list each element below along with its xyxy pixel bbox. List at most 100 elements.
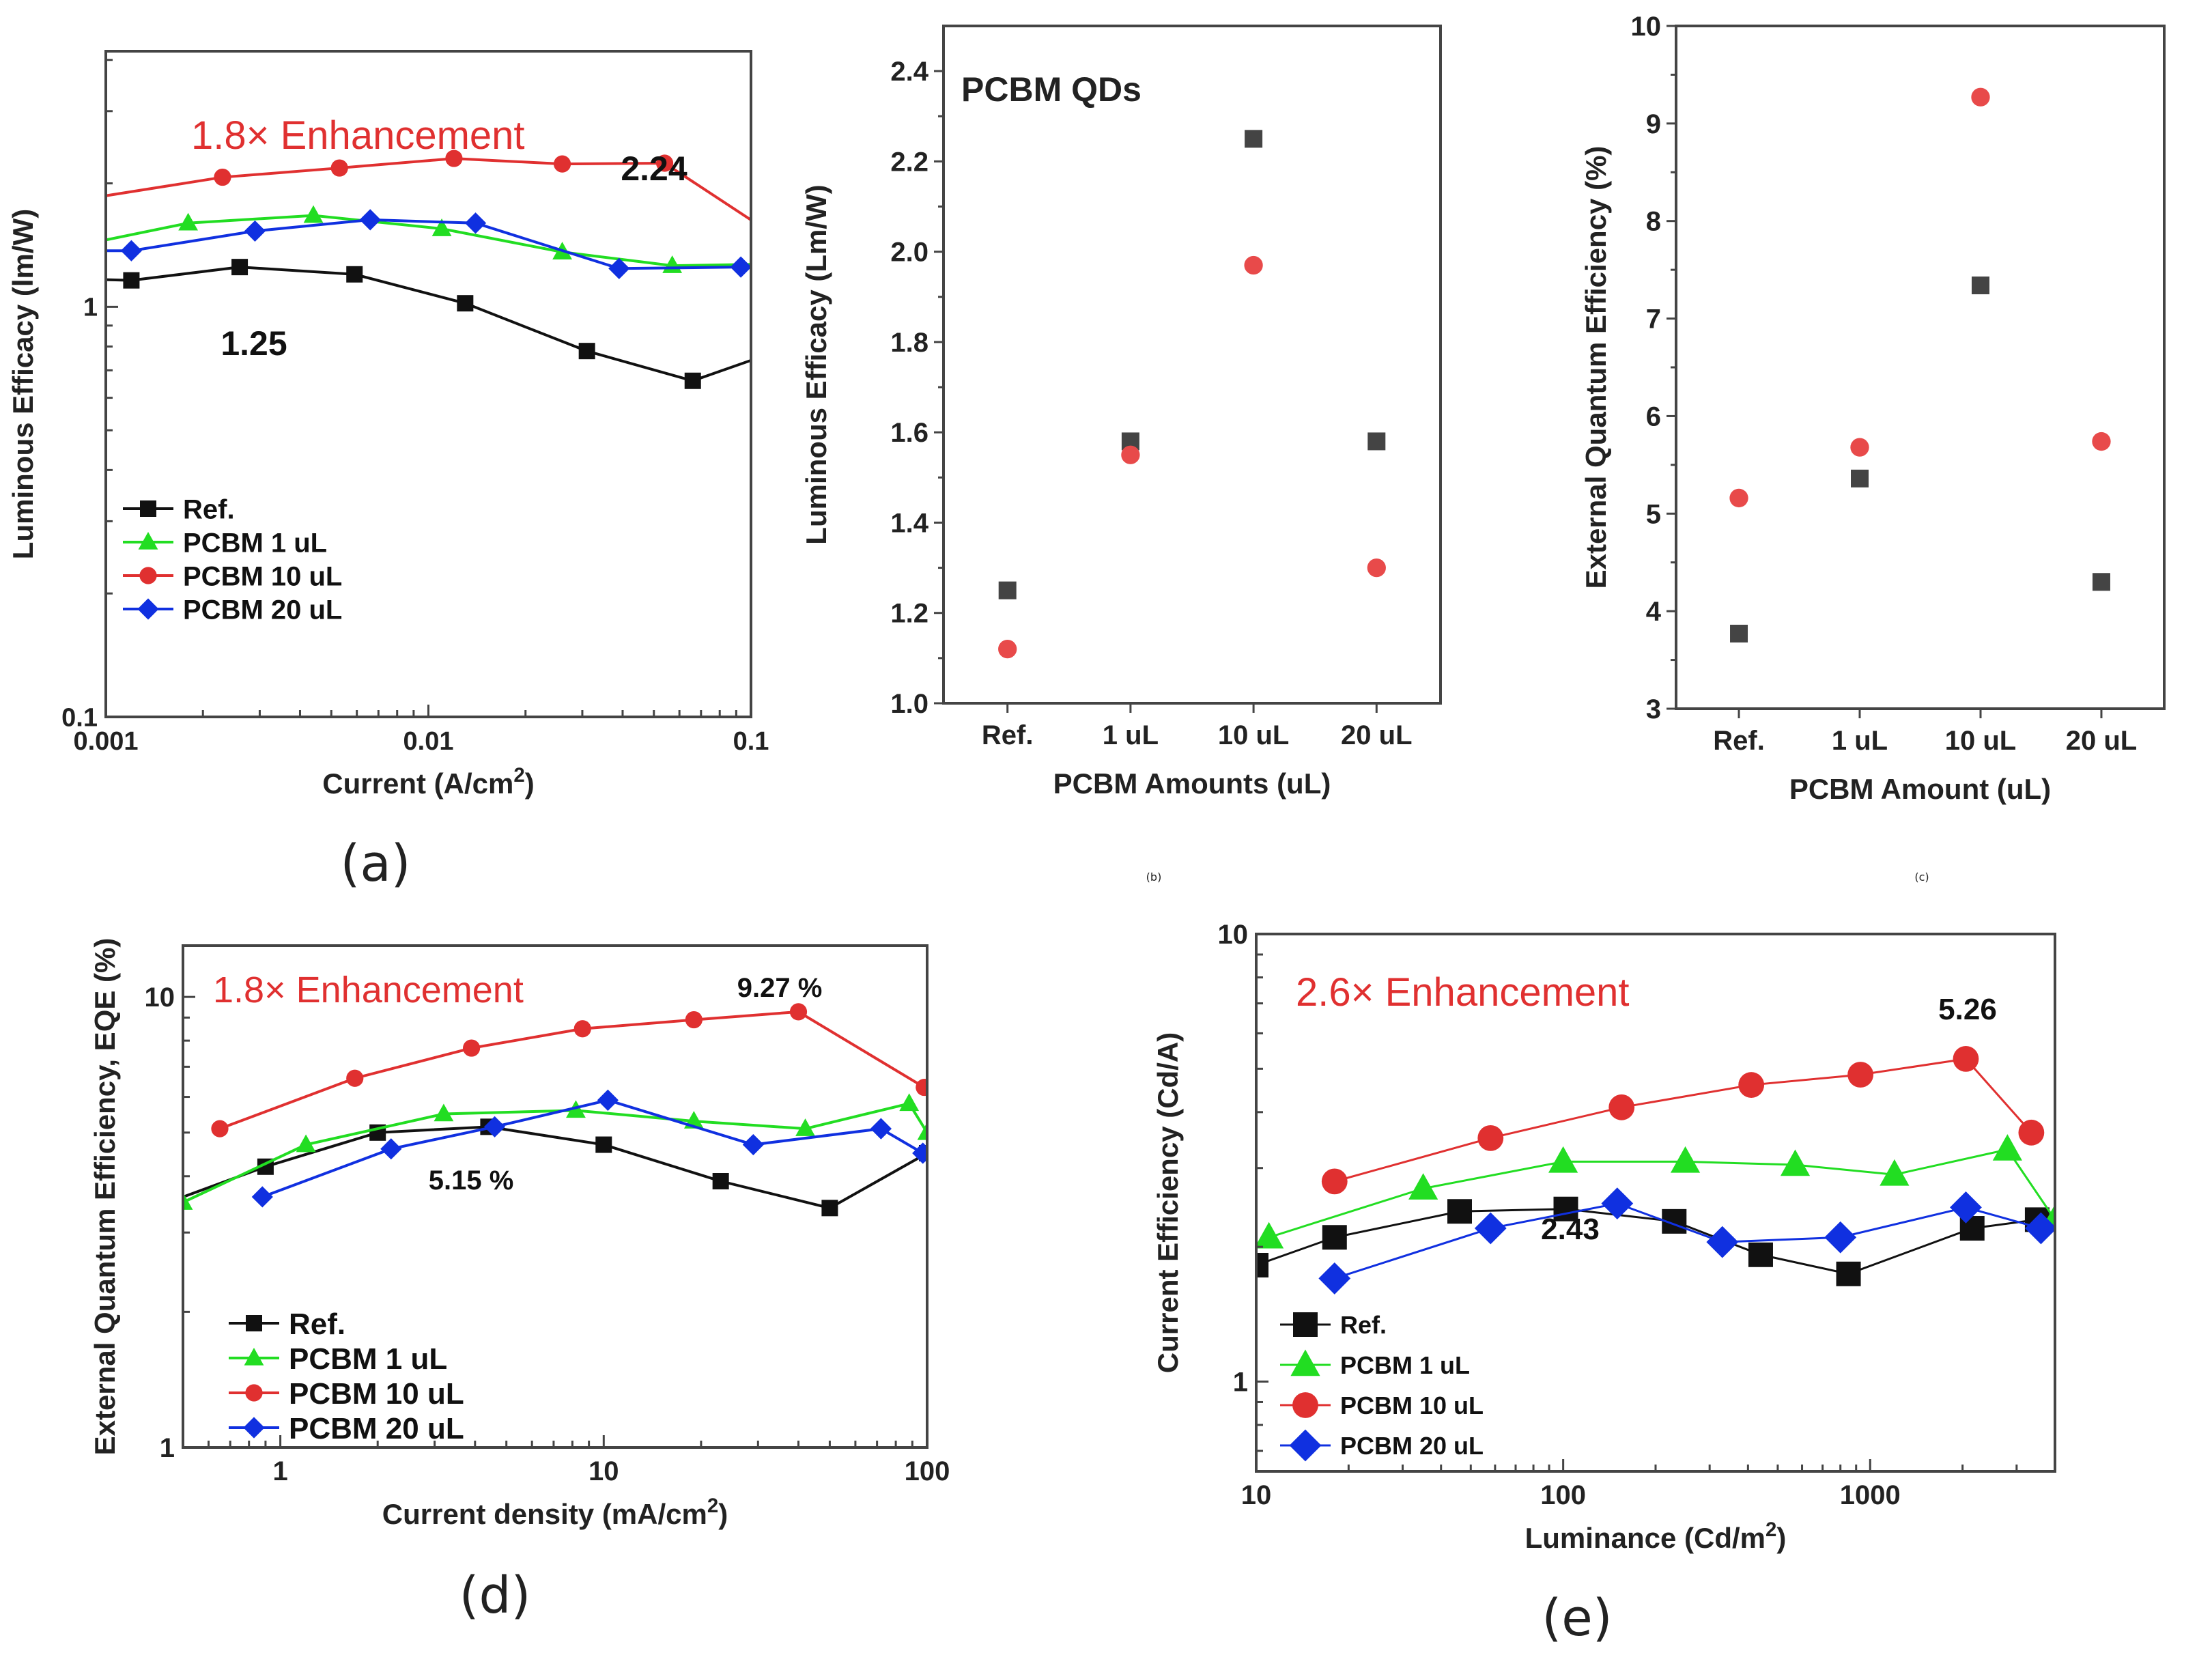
data-point [346,1069,364,1087]
data-point [1367,558,1386,578]
legend-label: Ref. [1340,1311,1387,1339]
panel-label: (e) [1542,1589,1612,1648]
y-tick-label: 1 [83,294,98,322]
data-point [795,1118,815,1136]
data-point [2092,573,2110,591]
x-axis-label: Luminance (Cd/m2) [1525,1518,1787,1554]
data-point [330,159,348,177]
data-point [1953,1045,1979,1072]
x-tick-label: 100 [905,1456,950,1486]
data-point [2018,1119,2045,1146]
legend-label: PCBM 20 uL [183,595,342,625]
data-point [917,1122,927,1140]
data-point [2025,1212,2055,1245]
y-tick-label: 2.0 [890,238,928,268]
data-point [1780,1149,1811,1176]
y-tick-label: 10 [1218,920,1249,950]
data-point [2092,432,2111,451]
data-point [1608,1094,1635,1120]
data-point [303,205,324,223]
legend-marker [137,598,159,620]
data-point [1244,255,1263,275]
legend-label: PCBM 1 uL [1340,1351,1470,1379]
ref-value-annotation: 1.25 [221,324,287,363]
data-point [483,1116,506,1137]
x-axis-label: Current density (mA/cm2) [382,1495,728,1530]
x-tick-label: 1 uL [1832,726,1888,756]
data-point [380,1138,402,1160]
data-point [457,295,474,312]
x-tick-label: 1 [272,1456,287,1486]
x-tick-label: 20 uL [1341,720,1412,750]
ref-value-annotation: 2.43 [1541,1213,1600,1246]
data-point [462,1039,481,1057]
legend-label: PCBM 10 uL [183,561,342,591]
data-point [1245,130,1263,148]
chart-title: PCBM QDs [961,70,1142,109]
panel-d: 1 10 100 1 10 Current density (mA/cm2) Externa… [89,938,950,1625]
data-point [214,168,231,186]
x-tick-label: 0.001 [73,727,138,756]
data-point [1729,488,1748,508]
data-point [445,150,463,167]
data-point [1474,1212,1507,1245]
y-tick-label: 10 [145,983,175,1013]
y-tick-label: 0.1 [61,703,98,732]
data-point [1850,438,1869,457]
series-line-0 [183,1125,927,1210]
legend-marker [244,1348,264,1366]
legend-marker [138,532,158,550]
y-tick-label: 1.0 [890,689,928,719]
legend-marker [246,1315,262,1331]
enhancement-annotation: 1.8× Enhancement [191,113,525,158]
y-tick-label: 1.2 [890,599,928,629]
panel-label: (b) [1146,871,1162,884]
data-point [821,1200,838,1217]
legend-marker [1292,1392,1318,1418]
data-point [1367,432,1386,451]
data-point [1851,469,1869,487]
panel-a: 0.001 0.01 0.1 0.1 1 Current (A/cm2) Luminous … [7,50,769,893]
plot-area [183,1003,927,1217]
data-point [712,1173,729,1190]
series-line-1 [183,1101,927,1204]
data-point [553,155,571,173]
y-tick-label: 7 [1646,305,1661,335]
data-point [231,259,249,276]
data-point [1847,1062,1874,1088]
data-point [608,257,630,279]
x-tick-label: 1 uL [1103,720,1159,750]
data-point [870,1118,892,1140]
data-point [296,1134,316,1153]
data-point [578,343,595,360]
y-axis-label: Luminous Efficacy (Lm/W) [800,184,832,544]
x-tick-label: 10 uL [1945,726,2016,756]
data-point [685,1010,703,1029]
data-point [183,1192,193,1210]
plot-area [106,150,751,389]
legend-marker [1293,1312,1318,1337]
legend-label: PCBM 1 uL [183,528,327,558]
x-axis-label: Current (A/cm2) [322,764,534,800]
x-tick-label: Ref. [982,720,1034,750]
data-point [912,1142,927,1164]
data-point [1408,1173,1438,1200]
y-axis-label: Luminous Efficacy (lm/W) [7,209,39,559]
data-point [1321,1168,1348,1195]
data-point [1447,1199,1473,1224]
panel-b: 1.0 1.2 1.4 1.6 1.8 2.0 2.2 2.4 Ref. 1 uL 10 uL 20 … [800,25,1442,884]
axes-frame [182,944,928,1449]
legend-label: Ref. [289,1307,345,1341]
data-point [1553,1196,1578,1221]
x-tick-label: 0.1 [733,727,769,756]
data-point [431,218,452,236]
data-point [597,1089,619,1111]
panel-label: (a) [340,834,410,893]
data-point [573,1020,591,1038]
y-axis-label: External Quantum Efficiency (%) [1580,146,1612,589]
max-value-annotation: 9.27 % [737,973,823,1003]
max-value-annotation: 5.26 [1938,993,1997,1026]
panel-label: (c) [1914,871,1929,884]
legend-marker [1290,1349,1320,1376]
